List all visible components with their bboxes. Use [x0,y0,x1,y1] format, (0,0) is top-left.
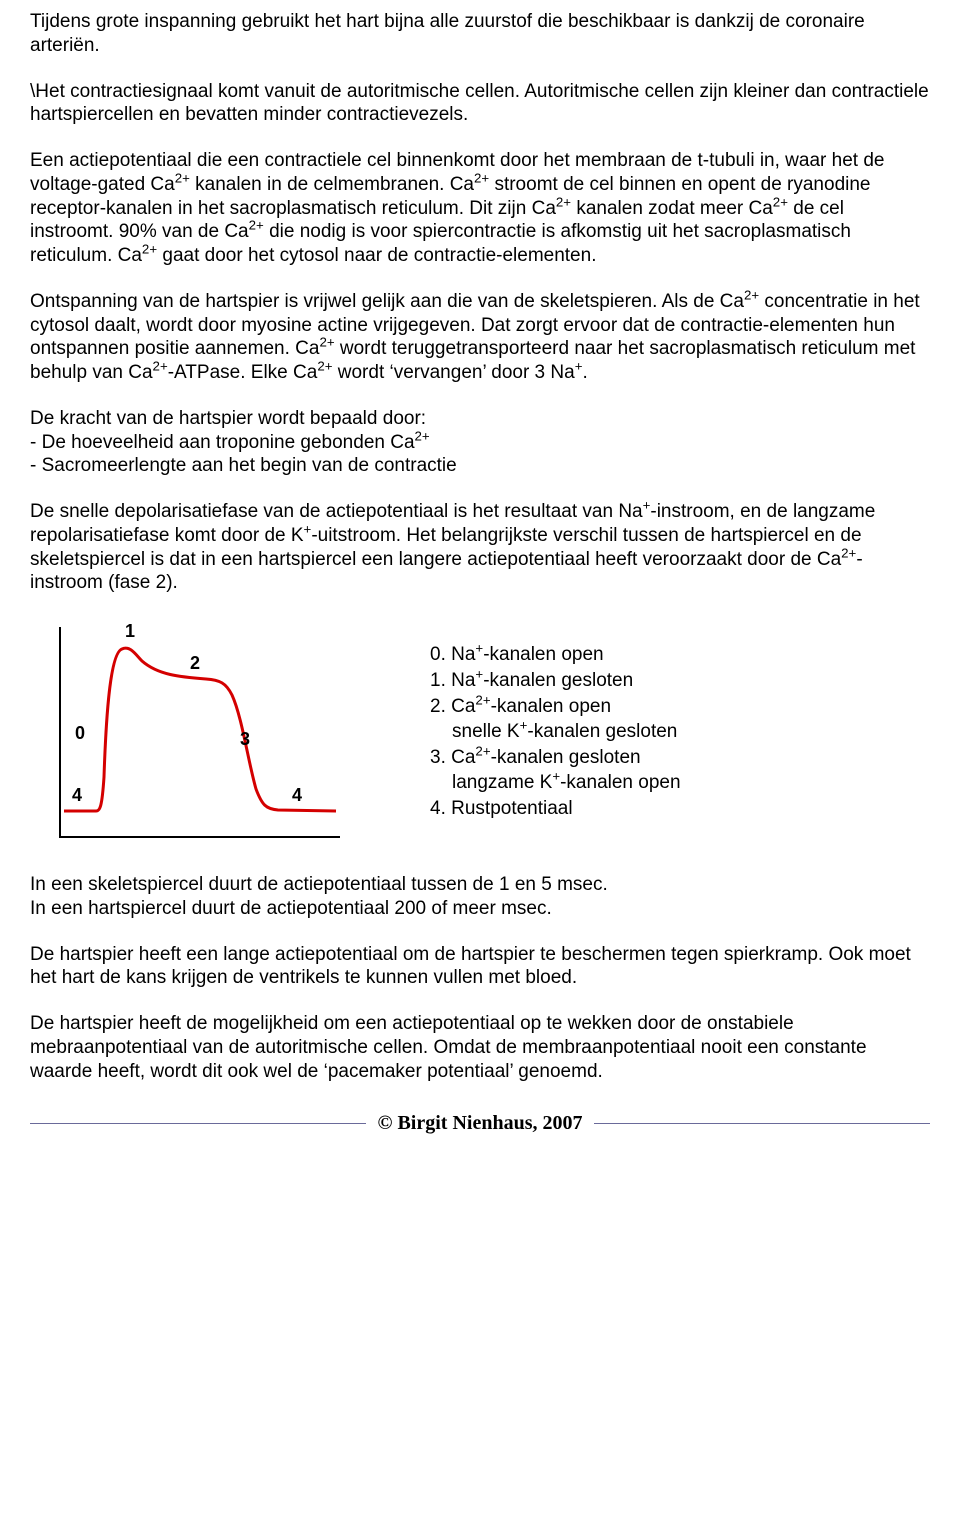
svg-text:2: 2 [190,653,200,673]
text: In een hartspiercel duurt de actiepotent… [30,898,552,919]
paragraph-3: Een actiepotentiaal die een contractiele… [30,149,930,268]
text: langzame K [452,772,552,793]
text: De snelle depolarisatiefase van de actie… [30,501,643,522]
text: -ATPase. Elke Ca [168,362,318,383]
footer-copyright: © Birgit Nienhaus, 2007 [366,1112,595,1134]
text: -kanalen gesloten [491,747,641,768]
text: wordt ‘vervangen’ door 3 Na [332,362,574,383]
legend-item-0: 0. Na+-kanalen open [430,642,681,668]
svg-text:1: 1 [125,621,135,641]
chart-legend: 0. Na+-kanalen open 1. Na+-kanalen geslo… [430,642,681,821]
svg-text:3: 3 [240,729,250,749]
paragraph-2: \Het contractiesignaal komt vanuit de au… [30,80,930,128]
sup: 2+ [175,170,190,185]
text: 0. Na [430,644,475,665]
legend-item-3: 3. Ca2+-kanalen gesloten [430,745,681,771]
text: -kanalen open [491,696,611,717]
text: 1. Na [430,670,475,691]
sup: 2+ [841,545,856,560]
legend-item-2: 2. Ca2+-kanalen open [430,694,681,720]
text: 2. Ca [430,696,475,717]
sup: 2+ [249,218,264,233]
text: -kanalen gesloten [483,670,633,691]
svg-text:0: 0 [75,723,85,743]
sup: 2+ [142,242,157,257]
svg-text:4: 4 [292,785,302,805]
text: -kanalen open [560,772,680,793]
sup: 2+ [773,194,788,209]
figure-row: 120344 0. Na+-kanalen open 1. Na+-kanale… [30,617,930,847]
svg-text:4: 4 [72,785,82,805]
paragraph-1: Tijdens grote inspanning gebruikt het ha… [30,10,930,58]
sup: 2+ [744,287,759,302]
paragraph-7: In een skeletspiercel duurt de actiepote… [30,873,930,921]
text: kanalen in de celmembranen. Ca [190,174,474,195]
legend-item-4: 4. Rustpotentiaal [430,796,681,822]
sup: 2+ [474,170,489,185]
paragraph-8: De hartspier heeft een lange actiepotent… [30,943,930,991]
text: kanalen zodat meer Ca [571,198,773,219]
text: snelle K [452,721,520,742]
legend-item-3b: langzame K+-kanalen open [430,770,681,796]
text: -kanalen gesloten [527,721,677,742]
sup: 2+ [475,743,490,758]
legend-item-1: 1. Na+-kanalen gesloten [430,668,681,694]
text: gaat door het cytosol naar de contractie… [157,245,596,266]
text: De kracht van de hartspier wordt bepaald… [30,408,426,429]
text: . [582,362,587,383]
legend-item-2b: snelle K+-kanalen gesloten [430,719,681,745]
text: In een skeletspiercel duurt de actiepote… [30,874,608,895]
sup: 2+ [317,359,332,374]
paragraph-5: De kracht van de hartspier wordt bepaald… [30,407,930,478]
sup: 2+ [556,194,571,209]
text: -kanalen open [483,644,603,665]
text: 3. Ca [430,747,475,768]
text: - Sacromeerlengte aan het begin van de c… [30,455,457,476]
sup: + [552,769,560,784]
page-footer: © Birgit Nienhaus, 2007 [30,1123,930,1149]
paragraph-6: De snelle depolarisatiefase van de actie… [30,500,930,595]
action-potential-chart: 1 2 0 3 4 4 [30,617,350,847]
sup: 2+ [319,335,334,350]
sup: 2+ [475,692,490,707]
sup: 2+ [153,359,168,374]
paragraph-9: De hartspier heeft de mogelijkheid om ee… [30,1012,930,1083]
text: - De hoeveelheid aan troponine gebonden … [30,432,415,453]
text: Ontspanning van de hartspier is vrijwel … [30,291,744,312]
sup: 2+ [415,428,430,443]
paragraph-4: Ontspanning van de hartspier is vrijwel … [30,290,930,385]
